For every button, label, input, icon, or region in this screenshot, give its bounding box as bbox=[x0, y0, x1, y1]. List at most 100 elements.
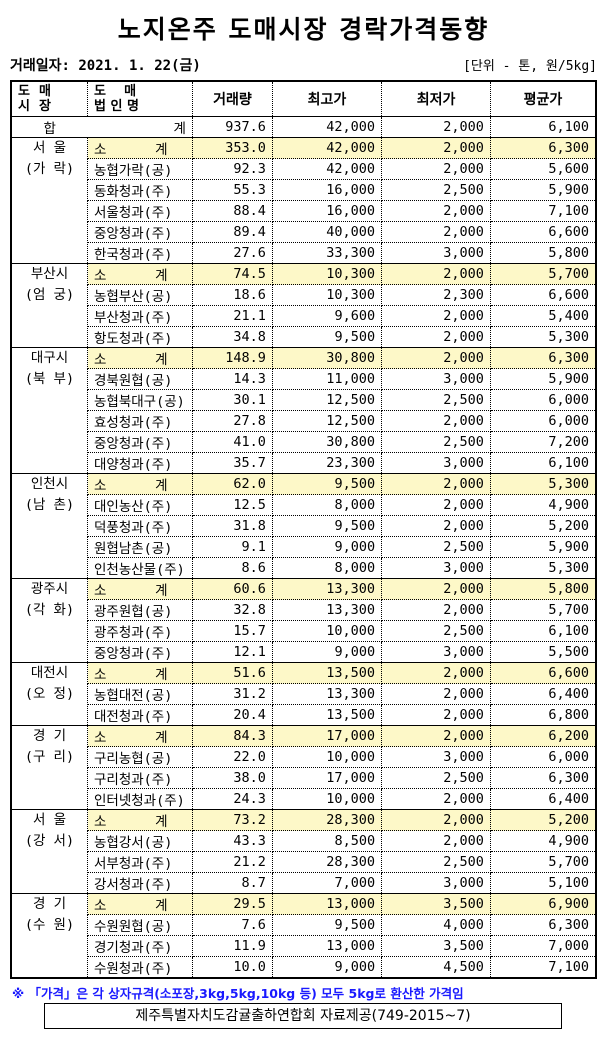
cell-avg: 6,600 bbox=[489, 284, 597, 306]
table-row: 인터넷청과(주) 24.3 10,000 2,000 6,400 bbox=[11, 788, 597, 810]
market-name-line: (오 정) bbox=[24, 686, 75, 702]
cell-volume: 43.3 bbox=[191, 830, 273, 852]
cell-avg: 4,900 bbox=[489, 494, 597, 516]
cell-avg: 6,600 bbox=[489, 221, 597, 243]
cell-max: 9,000 bbox=[271, 536, 383, 558]
cell-min: 2,000 bbox=[381, 410, 491, 432]
market-name: 대구시 (북 부) bbox=[10, 347, 88, 474]
subtotal-row: 경 기 (구 리) 소 계 84.3 17,000 2,000 6,200 bbox=[10, 725, 597, 810]
market-name-line: 서 울 bbox=[33, 140, 66, 156]
cell-corp: 대인농산(주) bbox=[87, 494, 193, 516]
cell-corp: 중앙청과(주) bbox=[87, 221, 193, 243]
cell-volume: 32.8 bbox=[191, 599, 273, 621]
cell-min: 2,500 bbox=[381, 851, 491, 873]
cell-min: 2,000 bbox=[381, 830, 491, 852]
cell-corp: 소 계 bbox=[87, 578, 193, 600]
cell-corp: 농협대전(공) bbox=[87, 683, 193, 705]
header-row: 도 매 시 장 도 매 법 인 명 거래량 최고가 최저가 평균가 bbox=[10, 81, 597, 117]
table-row: 농협북대구(공) 30.1 12,500 2,500 6,000 bbox=[11, 389, 597, 411]
cell-max: 10,000 bbox=[271, 788, 383, 810]
cell-max: 8,000 bbox=[271, 557, 383, 579]
cell-avg: 5,200 bbox=[489, 515, 597, 537]
market-name-line: (엄 궁) bbox=[24, 287, 75, 303]
cell-min: 2,000 bbox=[381, 494, 491, 516]
cell-volume: 92.3 bbox=[191, 158, 273, 180]
cell-avg: 5,300 bbox=[489, 326, 597, 348]
subtotal-row: 서 울 (강 서) 소 계 73.2 28,300 2,000 5,200 bbox=[10, 809, 597, 894]
cell-volume: 84.3 bbox=[191, 725, 273, 747]
cell-max: 28,300 bbox=[271, 851, 383, 873]
cell-max: 23,300 bbox=[271, 452, 383, 474]
table-row: 수원원협(공) 7.6 9,500 4,000 6,300 bbox=[11, 914, 597, 936]
cell-min: 2,500 bbox=[381, 431, 491, 453]
market-name: 인천시 (남 촌) bbox=[10, 473, 88, 579]
cell-volume: 38.0 bbox=[191, 767, 273, 789]
cell-avg: 5,600 bbox=[489, 158, 597, 180]
cell-min: 2,500 bbox=[381, 389, 491, 411]
cell-max: 12,500 bbox=[271, 389, 383, 411]
table-row: 광주청과(주) 15.7 10,000 2,500 6,100 bbox=[11, 620, 597, 642]
cell-max: 7,000 bbox=[271, 872, 383, 894]
table-row: 대전청과(주) 20.4 13,500 2,000 6,800 bbox=[11, 704, 597, 726]
cell-min: 2,000 bbox=[381, 326, 491, 348]
cell-avg: 6,400 bbox=[489, 788, 597, 810]
cell-min: 2,500 bbox=[381, 767, 491, 789]
cell-volume: 55.3 bbox=[191, 179, 273, 201]
cell-volume: 41.0 bbox=[191, 431, 273, 453]
table-row: 농협대전(공) 31.2 13,300 2,000 6,400 bbox=[11, 683, 597, 705]
cell-corp: 대전청과(주) bbox=[87, 704, 193, 726]
subtotal-row: 대전시 (오 정) 소 계 51.6 13,500 2,000 6,600 bbox=[10, 662, 597, 726]
table-row: 구리농협(공) 22.0 10,000 3,000 6,000 bbox=[11, 746, 597, 768]
market-name-line: 경 기 bbox=[33, 896, 66, 912]
cell-corp: 농협강서(공) bbox=[87, 830, 193, 852]
cell-min: 4,500 bbox=[381, 956, 491, 979]
total-label-2: 계 bbox=[87, 116, 193, 138]
cell-volume: 18.6 bbox=[191, 284, 273, 306]
market-name: 경 기 (구 리) bbox=[10, 725, 88, 810]
cell-max: 9,000 bbox=[271, 956, 383, 979]
subtotal-row: 인천시 (남 촌) 소 계 62.0 9,500 2,000 5,300 bbox=[10, 473, 597, 579]
table-row: 덕풍청과(주) 31.8 9,500 2,000 5,200 bbox=[11, 515, 597, 537]
cell-min: 2,300 bbox=[381, 284, 491, 306]
price-note: ※ 「가격」은 각 상자규격(소포장,3kg,5kg,10kg 등) 모두 5k… bbox=[12, 986, 464, 1001]
table-row: 중앙청과(주) 12.1 9,000 3,000 5,500 bbox=[11, 641, 597, 663]
cell-corp: 소 계 bbox=[87, 347, 193, 369]
market-name-line: (북 부) bbox=[24, 371, 75, 387]
cell-max: 40,000 bbox=[271, 221, 383, 243]
cell-volume: 27.6 bbox=[191, 242, 273, 264]
cell-avg: 6,300 bbox=[489, 347, 597, 369]
unit-label: [단위 - 톤, 원/5kg] bbox=[463, 59, 597, 74]
cell-corp: 인터넷청과(주) bbox=[87, 788, 193, 810]
market-name: 경 기 (수 원) bbox=[10, 893, 88, 979]
market-name-line: (강 서) bbox=[24, 833, 75, 849]
cell-volume: 29.5 bbox=[191, 893, 273, 915]
cell-corp: 수원원협(공) bbox=[87, 914, 193, 936]
cell-min: 3,000 bbox=[381, 242, 491, 264]
cell-min: 2,000 bbox=[381, 662, 491, 684]
cell-max: 17,000 bbox=[271, 725, 383, 747]
cell-avg: 6,000 bbox=[489, 410, 597, 432]
cell-avg: 5,500 bbox=[489, 641, 597, 663]
table-row: 동화청과(주) 55.3 16,000 2,500 5,900 bbox=[11, 179, 597, 201]
total-label: 합 bbox=[10, 116, 88, 138]
total-max: 42,000 bbox=[271, 116, 383, 138]
cell-max: 17,000 bbox=[271, 767, 383, 789]
header-market: 도 매 시 장 bbox=[10, 81, 88, 117]
cell-min: 2,000 bbox=[381, 347, 491, 369]
cell-volume: 9.1 bbox=[191, 536, 273, 558]
cell-avg: 7,100 bbox=[489, 200, 597, 222]
cell-avg: 6,400 bbox=[489, 683, 597, 705]
cell-min: 3,000 bbox=[381, 368, 491, 390]
cell-corp: 소 계 bbox=[87, 662, 193, 684]
cell-min: 2,000 bbox=[381, 788, 491, 810]
cell-corp: 수원청과(주) bbox=[87, 956, 193, 979]
cell-corp: 중앙청과(주) bbox=[87, 641, 193, 663]
table-row: 농협부산(공) 18.6 10,300 2,300 6,600 bbox=[11, 284, 597, 306]
cell-corp: 소 계 bbox=[87, 137, 193, 159]
cell-max: 9,500 bbox=[271, 326, 383, 348]
cell-min: 2,000 bbox=[381, 578, 491, 600]
cell-max: 28,300 bbox=[271, 809, 383, 831]
cell-avg: 6,000 bbox=[489, 746, 597, 768]
cell-volume: 35.7 bbox=[191, 452, 273, 474]
cell-volume: 27.8 bbox=[191, 410, 273, 432]
